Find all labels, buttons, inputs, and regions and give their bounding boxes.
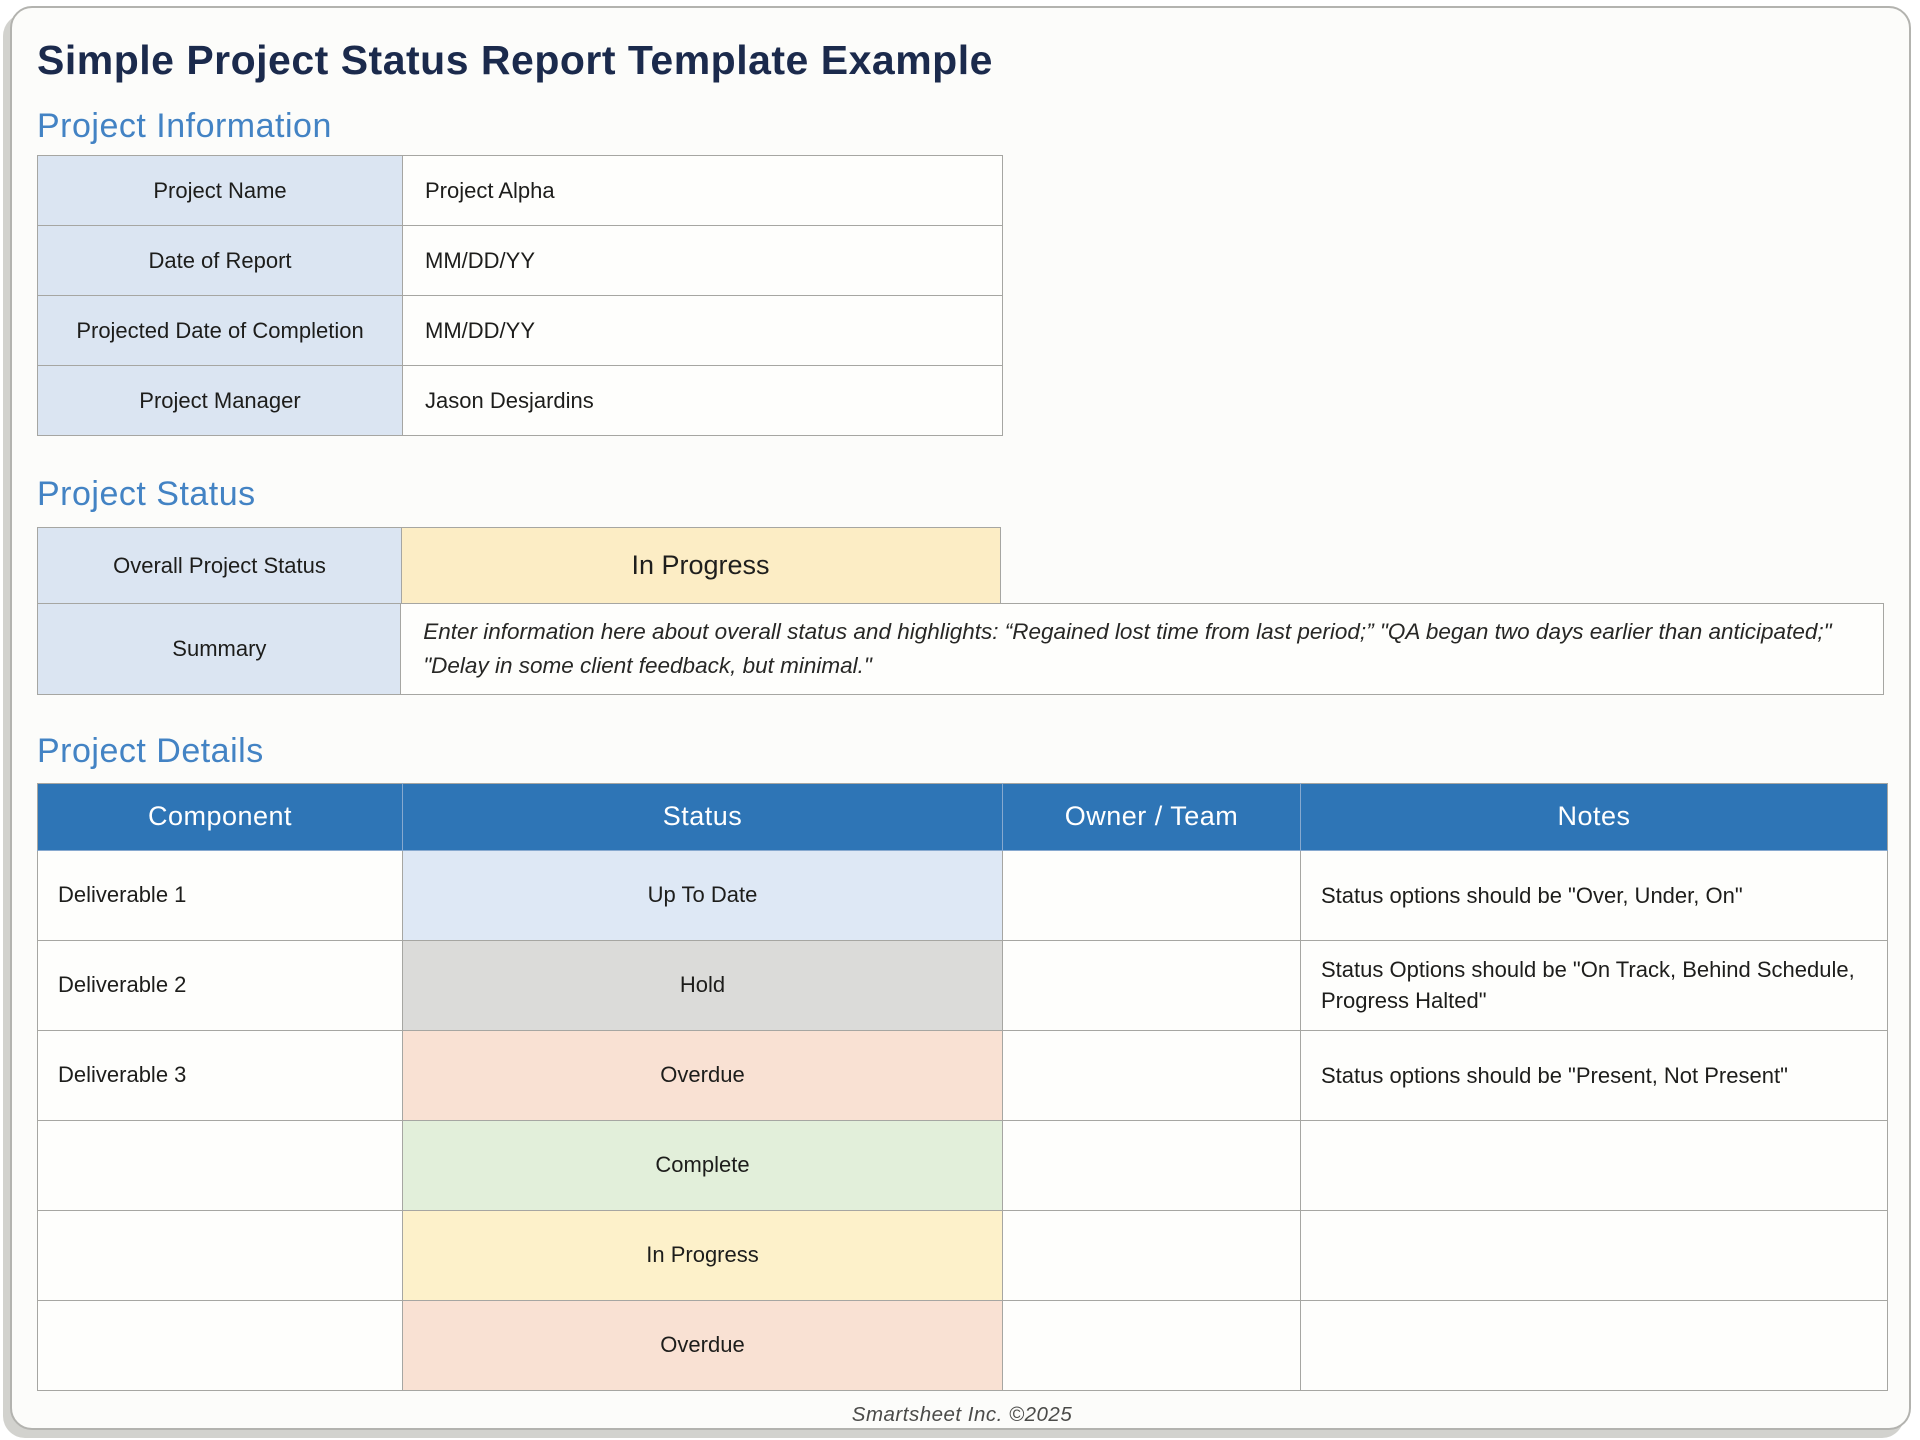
table-row: Deliverable 3 Overdue Status options sho… bbox=[37, 1029, 1888, 1121]
summary-value: Enter information here about overall sta… bbox=[400, 602, 1884, 695]
section-heading-project-status: Project Status bbox=[37, 475, 256, 513]
owner-team-cell bbox=[1002, 1119, 1301, 1211]
project-name-value: Project Alpha bbox=[402, 155, 1003, 226]
footer-credit: Smartsheet Inc. ©2025 bbox=[851, 1402, 1073, 1426]
notes-cell: Status Options should be "On Track, Behi… bbox=[1300, 939, 1888, 1031]
project-manager-value: Jason Desjardins bbox=[402, 365, 1003, 436]
notes-cell bbox=[1300, 1119, 1888, 1211]
table-row: Complete bbox=[37, 1119, 1888, 1211]
owner-team-cell bbox=[1002, 1029, 1301, 1121]
notes-cell bbox=[1300, 1299, 1888, 1391]
project-manager-label: Project Manager bbox=[37, 365, 403, 436]
column-header-component: Component bbox=[37, 782, 403, 851]
projected-completion-value: MM/DD/YY bbox=[402, 295, 1003, 366]
projected-completion-label: Projected Date of Completion bbox=[37, 295, 403, 366]
component-cell bbox=[37, 1119, 403, 1211]
project-details-table: Component Status Owner / Team Notes Deli… bbox=[37, 782, 1888, 1391]
component-cell: Deliverable 3 bbox=[37, 1029, 403, 1121]
status-cell: Complete bbox=[402, 1119, 1003, 1211]
status-cell: In Progress bbox=[402, 1209, 1003, 1301]
owner-team-cell bbox=[1002, 1299, 1301, 1391]
details-header-row: Component Status Owner / Team Notes bbox=[37, 782, 1888, 851]
overall-status-row: Overall Project Status In Progress bbox=[37, 527, 1884, 604]
component-cell: Deliverable 2 bbox=[37, 939, 403, 1031]
notes-cell bbox=[1300, 1209, 1888, 1301]
owner-team-cell bbox=[1002, 939, 1301, 1031]
table-row: Project Name Project Alpha bbox=[37, 155, 1003, 226]
table-row: Project Manager Jason Desjardins bbox=[37, 365, 1003, 436]
column-header-status: Status bbox=[402, 782, 1003, 851]
page-title: Simple Project Status Report Template Ex… bbox=[37, 37, 993, 83]
component-cell: Deliverable 1 bbox=[37, 849, 403, 941]
status-cell: Overdue bbox=[402, 1299, 1003, 1391]
component-cell bbox=[37, 1299, 403, 1391]
overall-status-label: Overall Project Status bbox=[37, 527, 402, 604]
table-row: Deliverable 1 Up To Date Status options … bbox=[37, 849, 1888, 941]
table-row: Overdue bbox=[37, 1299, 1888, 1391]
notes-cell: Status options should be "Over, Under, O… bbox=[1300, 849, 1888, 941]
project-information-table: Project Name Project Alpha Date of Repor… bbox=[37, 155, 1003, 436]
report-content: Simple Project Status Report Template Ex… bbox=[12, 8, 1909, 1427]
column-header-owner-team: Owner / Team bbox=[1002, 782, 1301, 851]
owner-team-cell bbox=[1002, 1209, 1301, 1301]
section-heading-project-information: Project Information bbox=[37, 107, 332, 145]
table-row: In Progress bbox=[37, 1209, 1888, 1301]
project-status-table: Overall Project Status In Progress Summa… bbox=[37, 527, 1884, 695]
table-row: Date of Report MM/DD/YY bbox=[37, 225, 1003, 296]
date-of-report-label: Date of Report bbox=[37, 225, 403, 296]
notes-cell: Status options should be "Present, Not P… bbox=[1300, 1029, 1888, 1121]
owner-team-cell bbox=[1002, 849, 1301, 941]
summary-label: Summary bbox=[37, 602, 402, 695]
table-row: Projected Date of Completion MM/DD/YY bbox=[37, 295, 1003, 366]
component-cell bbox=[37, 1209, 403, 1301]
overall-status-value: In Progress bbox=[400, 527, 1001, 604]
summary-row: Summary Enter information here about ove… bbox=[37, 602, 1884, 695]
status-cell: Up To Date bbox=[402, 849, 1003, 941]
project-name-label: Project Name bbox=[37, 155, 403, 226]
table-row: Deliverable 2 Hold Status Options should… bbox=[37, 939, 1888, 1031]
status-cell: Hold bbox=[402, 939, 1003, 1031]
report-card: Simple Project Status Report Template Ex… bbox=[10, 6, 1911, 1430]
status-cell: Overdue bbox=[402, 1029, 1003, 1121]
section-heading-project-details: Project Details bbox=[37, 731, 264, 770]
date-of-report-value: MM/DD/YY bbox=[402, 225, 1003, 296]
column-header-notes: Notes bbox=[1300, 782, 1888, 851]
